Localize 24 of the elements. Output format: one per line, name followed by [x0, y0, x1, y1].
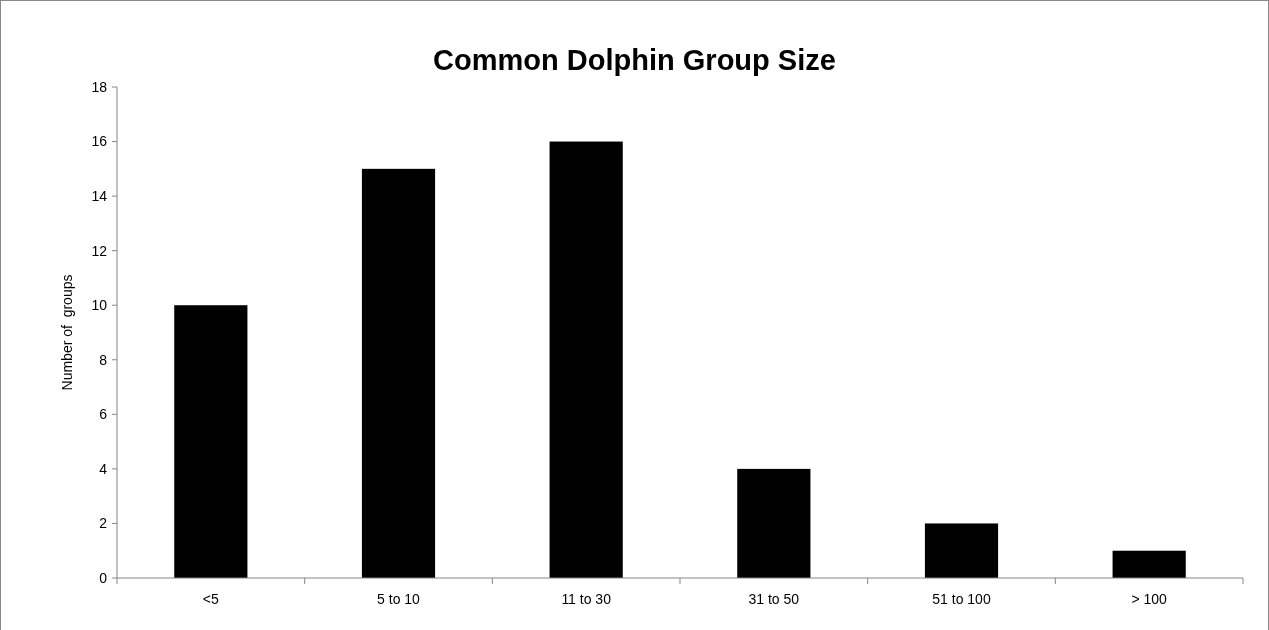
y-tick-label: 4 — [99, 460, 108, 477]
bar — [1112, 550, 1186, 578]
y-tick-label: 18 — [91, 78, 108, 95]
x-tick-label: 31 to 50 — [748, 591, 800, 607]
y-axis-title: Number of groups — [59, 274, 75, 391]
y-tick-label: 10 — [91, 297, 108, 314]
y-tick-label: 2 — [99, 515, 108, 532]
x-tick-label: 51 to 100 — [932, 591, 991, 607]
y-tick-label: 12 — [91, 242, 108, 259]
x-tick-label: 5 to 10 — [377, 591, 421, 607]
x-tick-label: 11 to 30 — [561, 591, 612, 607]
bar — [737, 468, 811, 578]
chart-title: Common Dolphin Group Size — [433, 44, 836, 76]
y-tick-label: 14 — [91, 188, 108, 205]
y-tick-label: 16 — [91, 133, 108, 150]
bar — [924, 523, 999, 578]
x-tick-label: <5 — [202, 591, 220, 607]
bar — [549, 141, 623, 578]
bar — [361, 168, 436, 578]
x-tick-label: > 100 — [1131, 591, 1168, 607]
y-tick-label: 6 — [99, 406, 108, 423]
bar — [174, 305, 248, 578]
y-tick-label: 0 — [99, 569, 108, 586]
y-tick-label: 8 — [99, 351, 108, 368]
